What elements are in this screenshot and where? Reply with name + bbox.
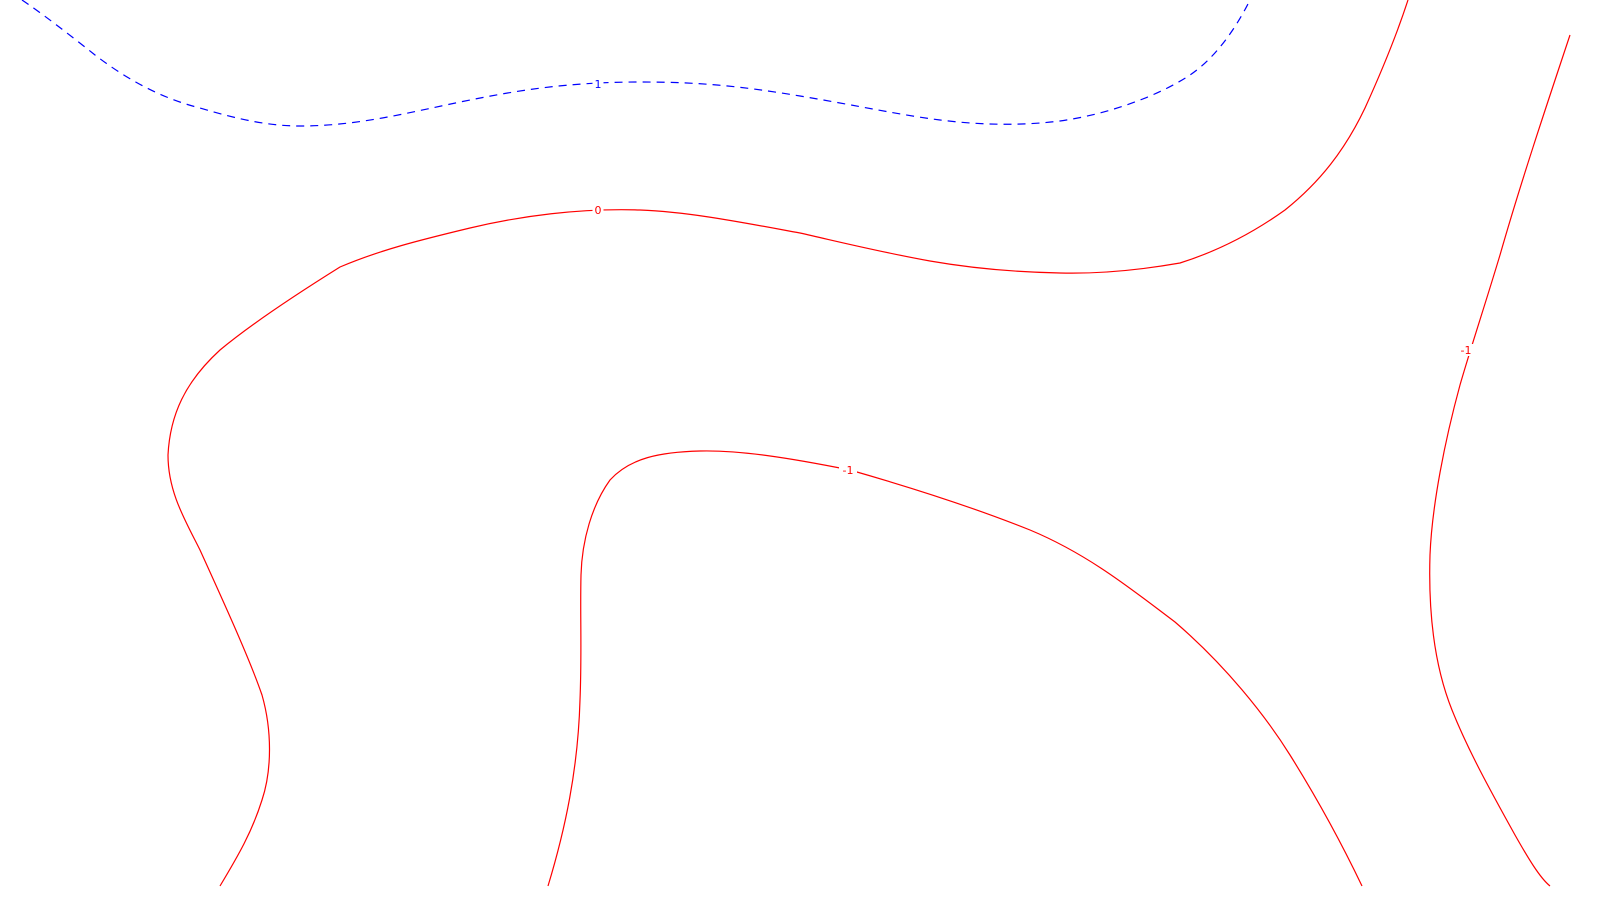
contour-label-bg <box>592 78 604 90</box>
contour-line-zero <box>167 0 1409 887</box>
contour-label-neg1_right-0: -1 <box>1461 344 1472 357</box>
contour-label-bg <box>1457 344 1475 356</box>
contour-label-zero-0: 0 <box>595 204 602 217</box>
contour-label-bg <box>592 204 604 216</box>
contour-line-pos1 <box>21 0 1251 127</box>
contour-label-bg <box>839 464 857 476</box>
contour-level-neg1_center: -1 <box>547 450 1363 887</box>
contour-line-neg1_center <box>547 450 1363 887</box>
contour-label-neg1_center-0: -1 <box>843 464 854 477</box>
contour-level-zero: 0 <box>167 0 1409 887</box>
contour-label-pos1-0: 1 <box>595 78 602 91</box>
contour-line-neg1_right <box>1429 34 1571 887</box>
contour-level-pos1: 1 <box>21 0 1251 127</box>
contour-level-neg1_right: -1 <box>1429 34 1571 887</box>
